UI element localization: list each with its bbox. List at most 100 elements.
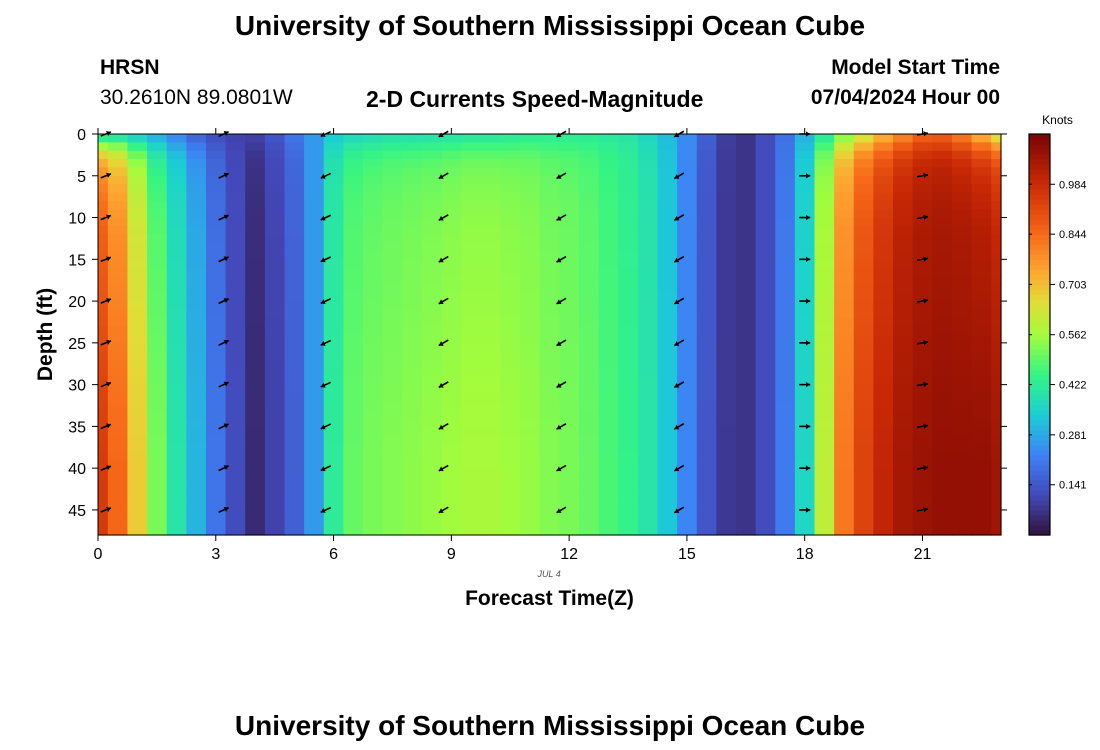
heatmap-cell <box>205 392 227 402</box>
heatmap-cell <box>107 175 129 185</box>
heatmap-cell <box>657 418 678 427</box>
heatmap-cell <box>127 217 148 227</box>
heatmap-cell <box>225 184 246 194</box>
colorbar-segment <box>1029 394 1050 401</box>
heatmap-cell <box>500 175 521 185</box>
heatmap-cell <box>284 501 305 511</box>
heatmap-cell <box>794 342 816 352</box>
heatmap-cell <box>304 301 325 311</box>
heatmap-cell <box>500 259 521 269</box>
heatmap-cell <box>912 501 933 511</box>
heatmap-cell <box>794 284 816 294</box>
heatmap-cell <box>932 493 953 503</box>
heatmap-cell <box>363 142 384 152</box>
heatmap-cell <box>598 209 619 219</box>
heatmap-cell <box>677 342 698 352</box>
heatmap-cell <box>598 242 619 252</box>
colorbar-segment <box>1029 279 1050 285</box>
heatmap-cell <box>166 367 187 377</box>
heatmap-cell <box>98 509 109 519</box>
heatmap-cell <box>696 309 717 319</box>
heatmap-cell <box>755 234 776 244</box>
heatmap-cell <box>618 342 639 352</box>
heatmap-cell <box>637 384 659 394</box>
heatmap-cell <box>264 259 286 269</box>
heatmap-cell <box>500 376 521 386</box>
heatmap-cell <box>363 392 384 402</box>
colorbar-segment <box>1029 409 1050 416</box>
heatmap-cell <box>421 309 443 319</box>
heatmap-cell <box>598 451 619 461</box>
heatmap-cell <box>205 326 227 336</box>
heatmap-cell <box>716 317 737 327</box>
heatmap-cell <box>323 359 344 369</box>
heatmap-cell <box>225 493 246 503</box>
heatmap-cell <box>480 250 502 260</box>
heatmap-cell <box>834 493 855 503</box>
heatmap-cell <box>245 159 266 169</box>
current-vector-arrow <box>100 172 112 179</box>
heatmap-cell <box>147 159 168 169</box>
heatmap-cell <box>98 217 109 227</box>
heatmap-cell <box>304 234 325 244</box>
heatmap-cell <box>755 142 776 152</box>
heatmap-cell <box>363 225 384 235</box>
colorbar-tick-label: 0.562 <box>1059 330 1087 342</box>
heatmap-cell <box>559 409 580 419</box>
heatmap-cell <box>618 209 639 219</box>
heatmap-cell <box>363 351 384 361</box>
heatmap-cell <box>775 384 796 394</box>
current-vector-arrow <box>100 465 112 471</box>
heatmap-cell <box>127 509 148 519</box>
heatmap-cell <box>166 301 187 311</box>
heatmap-cell <box>382 234 403 244</box>
heatmap-cell <box>912 292 933 302</box>
heatmap-cell <box>147 284 168 294</box>
colorbar-segment <box>1029 529 1050 536</box>
heatmap-cell <box>304 167 325 177</box>
x-tick-label: 12 <box>560 546 578 563</box>
heatmap-cell <box>853 175 874 185</box>
heatmap-cell <box>520 150 541 160</box>
heatmap-cell <box>166 434 187 444</box>
heatmap-cell <box>794 192 816 202</box>
heatmap-cell <box>755 526 776 536</box>
heatmap-cell <box>461 518 482 528</box>
heatmap-cell <box>853 159 874 169</box>
heatmap-cell <box>363 484 384 494</box>
heatmap-cell <box>834 376 855 386</box>
heatmap-cell <box>794 518 816 528</box>
heatmap-cell <box>696 334 717 344</box>
colorbar-segment <box>1029 339 1050 346</box>
heatmap-cell <box>991 367 1002 377</box>
heatmap-cell <box>912 217 933 227</box>
heatmap-cell <box>578 167 600 177</box>
heatmap-cell <box>775 484 796 494</box>
heatmap-cell <box>559 309 580 319</box>
colorbar-segment <box>1029 369 1050 376</box>
heatmap-cell <box>598 384 619 394</box>
heatmap-cell <box>480 384 502 394</box>
heatmap-cell <box>677 426 698 436</box>
heatmap-cell <box>618 518 639 528</box>
heatmap-cell <box>912 242 933 252</box>
heatmap-cell <box>107 326 129 336</box>
heatmap-cell <box>461 242 482 252</box>
heatmap-cell <box>951 509 973 519</box>
heatmap-cell <box>205 225 227 235</box>
heatmap-cell <box>441 351 462 361</box>
heatmap-cell <box>205 309 227 319</box>
heatmap-cell <box>618 334 639 344</box>
heatmap-cell <box>696 167 717 177</box>
heatmap-cell <box>461 150 482 160</box>
heatmap-cell <box>304 468 325 478</box>
heatmap-cell <box>814 409 835 419</box>
heatmap-cell <box>618 401 639 411</box>
heatmap-cell <box>696 267 717 277</box>
heatmap-cell <box>520 209 541 219</box>
heatmap-cell <box>578 175 600 185</box>
heatmap-cell <box>951 342 973 352</box>
heatmap-cell <box>578 459 600 469</box>
heatmap-cell <box>696 367 717 377</box>
heatmap-cell <box>951 359 973 369</box>
